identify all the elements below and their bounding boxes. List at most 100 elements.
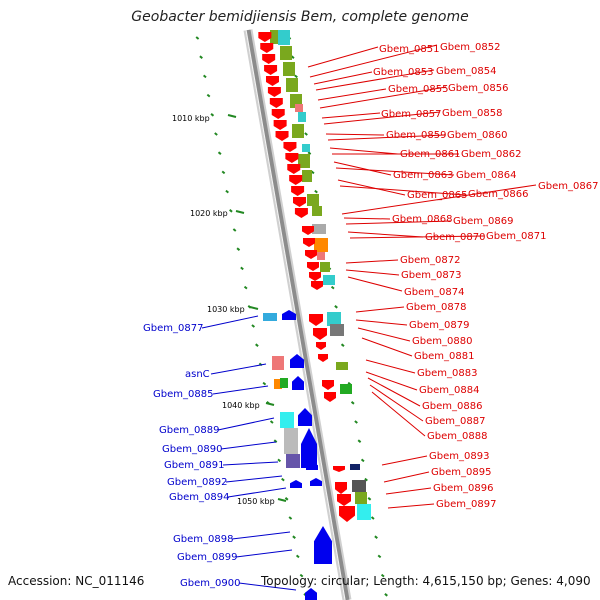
gene-label[interactable]: Gbem_0853 bbox=[373, 67, 433, 78]
leader-line bbox=[371, 391, 426, 437]
gene-label[interactable]: Gbem_0867 bbox=[538, 181, 598, 192]
reverse-gene-arrow bbox=[318, 354, 328, 362]
gene-label[interactable]: Gbem_0865 bbox=[407, 190, 467, 201]
tick-mark bbox=[370, 516, 375, 520]
gene-label[interactable]: Gbem_0851 bbox=[379, 44, 439, 55]
gene-label[interactable]: Gbem_0881 bbox=[414, 351, 474, 362]
gene-label[interactable]: Gbem_0866 bbox=[468, 189, 528, 200]
protein-domain-block bbox=[295, 104, 303, 112]
gene-label[interactable]: Gbem_0886 bbox=[422, 401, 482, 412]
gene-label[interactable]: Gbem_0863 bbox=[393, 170, 453, 181]
protein-domain-block bbox=[292, 124, 304, 138]
tick-mark bbox=[294, 74, 298, 79]
reverse-gene-arrow bbox=[283, 142, 297, 152]
protein-domain-block bbox=[350, 464, 360, 470]
gene-label[interactable]: Gbem_0889 bbox=[159, 425, 219, 436]
protein-domain-block bbox=[272, 356, 284, 370]
protein-domain-block bbox=[280, 412, 294, 428]
tick-mark bbox=[357, 439, 362, 443]
leader-line bbox=[345, 220, 452, 225]
leader-line bbox=[357, 327, 411, 342]
leader-line bbox=[387, 503, 435, 509]
gene-label[interactable]: Gbem_0879 bbox=[409, 320, 469, 331]
tick-mark bbox=[221, 170, 226, 175]
tick-mark bbox=[380, 573, 385, 578]
reverse-gene-arrow bbox=[273, 120, 287, 130]
gene-label[interactable]: Gbem_0877 bbox=[143, 323, 203, 334]
gene-label[interactable]: Gbem_0891 bbox=[164, 460, 224, 471]
leader-line bbox=[309, 44, 438, 78]
gene-label[interactable]: Gbem_0864 bbox=[456, 170, 516, 181]
leader-line bbox=[385, 487, 432, 495]
forward-gene-arrow bbox=[306, 462, 318, 470]
gene-label[interactable]: Gbem_0893 bbox=[429, 451, 489, 462]
gene-label[interactable]: Gbem_0880 bbox=[412, 336, 472, 347]
gene-label[interactable]: Gbem_0885 bbox=[153, 389, 213, 400]
gene-label[interactable]: Gbem_0888 bbox=[427, 431, 487, 442]
leader-line bbox=[329, 147, 399, 155]
gene-label[interactable]: Gbem_0899 bbox=[177, 552, 237, 563]
tick-mark bbox=[350, 401, 355, 405]
tick-mark bbox=[243, 285, 248, 290]
tick-mark bbox=[202, 74, 207, 79]
gene-label[interactable]: asnC bbox=[185, 369, 210, 380]
leader-line bbox=[341, 184, 537, 215]
gene-label[interactable]: Gbem_0878 bbox=[406, 302, 466, 313]
gene-label[interactable]: Gbem_0898 bbox=[173, 534, 233, 545]
tick-mark bbox=[281, 477, 285, 482]
gene-label[interactable]: Gbem_0854 bbox=[436, 66, 496, 77]
gene-label[interactable]: Gbem_0894 bbox=[169, 492, 229, 503]
gene-label[interactable]: Gbem_0861 bbox=[400, 149, 460, 160]
tick-mark bbox=[384, 593, 388, 597]
gene-label[interactable]: Gbem_0897 bbox=[436, 499, 496, 510]
footer-info: Accession: NC_011146 Topology: circular;… bbox=[8, 574, 598, 588]
gene-label[interactable]: Gbem_0869 bbox=[453, 216, 513, 227]
gene-label[interactable]: Gbem_0857 bbox=[381, 109, 441, 120]
tick-mark bbox=[304, 132, 308, 136]
gene-label[interactable]: Gbem_0895 bbox=[431, 467, 491, 478]
gene-label[interactable]: Gbem_0860 bbox=[447, 130, 507, 141]
leader-line bbox=[381, 455, 428, 466]
leader-line bbox=[222, 461, 279, 466]
tick-mark bbox=[367, 497, 372, 501]
gene-label[interactable]: Gbem_0862 bbox=[461, 149, 521, 160]
gene-label[interactable]: Gbem_0870 bbox=[425, 232, 485, 243]
protein-domain-blocks bbox=[263, 30, 371, 520]
gene-label[interactable]: Gbem_0858 bbox=[442, 108, 502, 119]
gene-label[interactable]: Gbem_0872 bbox=[400, 255, 460, 266]
reverse-gene-arrow bbox=[309, 314, 323, 326]
gene-label[interactable]: Gbem_0856 bbox=[448, 83, 508, 94]
reverse-gene-arrow bbox=[294, 208, 308, 218]
gene-label[interactable]: Gbem_0887 bbox=[425, 416, 485, 427]
gene-label[interactable]: Gbem_0900 bbox=[180, 578, 240, 589]
gene-label[interactable]: Gbem_0873 bbox=[401, 270, 461, 281]
tick-mark bbox=[232, 228, 237, 232]
reverse-gene-arrow bbox=[293, 197, 307, 207]
major-tick bbox=[235, 210, 245, 214]
gene-label[interactable]: Gbem_0892 bbox=[167, 477, 227, 488]
gene-label[interactable]: Gbem_0852 bbox=[440, 42, 500, 53]
leader-line bbox=[231, 531, 291, 540]
gene-label[interactable]: Gbem_0883 bbox=[417, 368, 477, 379]
gene-label[interactable]: Gbem_0884 bbox=[419, 385, 479, 396]
gene-label[interactable]: Gbem_0874 bbox=[404, 287, 464, 298]
tick-mark bbox=[377, 554, 382, 559]
tick-mark bbox=[292, 535, 296, 539]
gene-label[interactable]: Gbem_0855 bbox=[388, 84, 448, 95]
gene-label[interactable]: Gbem_0871 bbox=[486, 231, 546, 242]
scale-label: 1050 kbp bbox=[237, 497, 275, 506]
protein-domain-block bbox=[340, 384, 352, 394]
leader-line bbox=[323, 111, 441, 125]
tick-mark bbox=[195, 36, 200, 40]
gene-label[interactable]: Gbem_0890 bbox=[162, 444, 222, 455]
leader-line bbox=[238, 582, 297, 591]
reverse-gene-arrow bbox=[309, 272, 321, 281]
gene-label[interactable]: Gbem_0896 bbox=[433, 483, 493, 494]
reverse-gene-arrow bbox=[339, 506, 355, 522]
leader-line bbox=[369, 384, 424, 422]
gene-label[interactable]: Gbem_0868 bbox=[392, 214, 452, 225]
gene-label[interactable]: Gbem_0859 bbox=[386, 130, 446, 141]
tick-mark bbox=[255, 343, 259, 347]
tick-mark bbox=[288, 516, 293, 520]
